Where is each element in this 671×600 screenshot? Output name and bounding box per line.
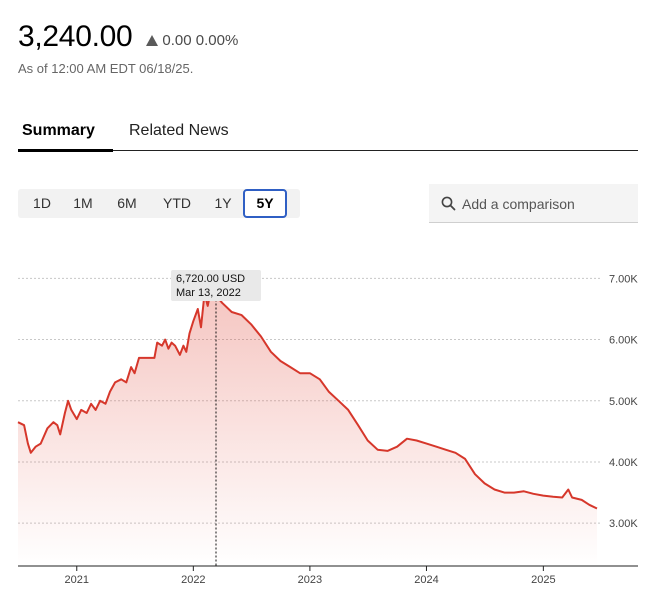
tooltip-box bbox=[171, 270, 262, 301]
y-tick-label: 4.00K bbox=[609, 457, 638, 469]
price-row: 3,240.00 0.00 0.00% bbox=[18, 20, 238, 54]
active-tab-underline bbox=[18, 149, 113, 152]
y-axis-ticks: 3.00K 4.00K 5.00K 6.00K 7.00K bbox=[609, 273, 638, 530]
x-tick-label: 2021 bbox=[65, 574, 89, 586]
range-6m-button[interactable]: 6M bbox=[117, 195, 137, 211]
as-of-timestamp: As of 12:00 AM EDT 06/18/25. bbox=[18, 61, 194, 76]
current-price: 3,240.00 bbox=[18, 20, 133, 53]
comparison-placeholder: Add a comparison bbox=[462, 196, 575, 212]
tab-related-news[interactable]: Related News bbox=[129, 122, 229, 139]
range-1y-button[interactable]: 1Y bbox=[214, 195, 232, 211]
price-change: 0.00 0.00% bbox=[146, 32, 238, 49]
comparison-search[interactable]: Add a comparison bbox=[429, 184, 638, 223]
x-tick-label: 2024 bbox=[414, 574, 438, 586]
tooltip-date: Mar 13, 2022 bbox=[176, 287, 241, 299]
x-tick-label: 2022 bbox=[181, 574, 205, 586]
y-tick-label: 7.00K bbox=[609, 273, 638, 285]
range-5y-button[interactable]: 5Y bbox=[243, 189, 287, 218]
search-icon bbox=[441, 196, 456, 211]
time-range-selector: 1D 1M 6M YTD 1Y 5Y bbox=[18, 189, 300, 218]
tab-summary[interactable]: Summary bbox=[22, 122, 95, 139]
y-tick-label: 5.00K bbox=[609, 396, 638, 408]
y-tick-label: 3.00K bbox=[609, 518, 638, 530]
quote-header: 3,240.00 0.00 0.00% As of 12:00 AM EDT 0… bbox=[18, 20, 238, 76]
x-tick-label: 2025 bbox=[531, 574, 555, 586]
tab-bar: Summary Related News bbox=[18, 118, 638, 152]
x-tick-label: 2023 bbox=[298, 574, 322, 586]
range-1d-button[interactable]: 1D bbox=[33, 195, 51, 211]
up-triangle-icon bbox=[146, 35, 159, 46]
tooltip-value: 6,720.00 USD bbox=[176, 273, 245, 285]
y-tick-label: 6.00K bbox=[609, 335, 638, 347]
price-change-value: 0.00 0.00% bbox=[162, 32, 239, 49]
x-axis-ticks: 2021 2022 2023 2024 2025 bbox=[65, 566, 556, 586]
range-1m-button[interactable]: 1M bbox=[73, 195, 93, 211]
range-ytd-button[interactable]: YTD bbox=[163, 195, 191, 211]
hover-crosshair: 6,720.00 USD Mar 13, 2022 bbox=[171, 270, 262, 566]
price-area-fill bbox=[18, 290, 597, 566]
